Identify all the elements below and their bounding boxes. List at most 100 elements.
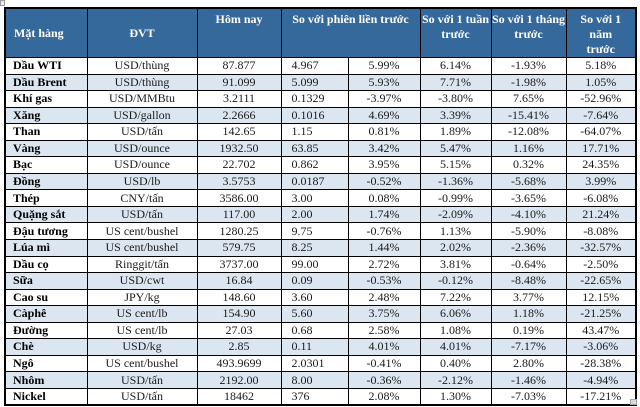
cell-month: 7.65% — [490, 90, 567, 108]
cell-change_pct: 3.42% — [347, 139, 421, 158]
cell-month: -15.41% — [490, 106, 567, 125]
cell-year: 21.24% — [565, 205, 637, 224]
header-unit: ĐVT — [86, 7, 198, 58]
cell-change: 3.60 — [280, 288, 349, 307]
cell-unit: USD/lb — [86, 172, 198, 191]
cell-change_pct: -0.36% — [347, 371, 421, 389]
cell-item: Dầu WTI — [4, 57, 88, 75]
cell-unit: USD/tấn — [86, 205, 198, 224]
cell-today: 3586.00 — [196, 189, 282, 207]
cell-change: 9.75 — [280, 222, 349, 241]
cell-unit: USD/cwt — [86, 272, 198, 290]
cell-year: 17.71% — [565, 139, 637, 158]
cell-today: 2192.00 — [196, 371, 282, 389]
cell-change_pct: 2.48% — [347, 288, 421, 307]
cell-month: -0.64% — [490, 255, 567, 274]
cell-item: Đường — [4, 321, 88, 340]
cell-year: -28.38% — [565, 354, 637, 373]
cell-unit: USD/tấn — [86, 123, 198, 141]
cell-today: 27.03 — [196, 321, 282, 340]
header-month: So với 1 tháng trước — [490, 7, 567, 58]
cell-change: 0.1016 — [280, 106, 349, 125]
table-row: Xăng USD/gallon 2.2666 0.1016 4.69% 3.39% -15.… — [4, 106, 637, 125]
cell-week: -2.12% — [419, 371, 492, 389]
cell-item: Sữa — [4, 272, 88, 290]
cell-today: 91.099 — [196, 73, 282, 92]
cell-change: 8.00 — [280, 371, 349, 389]
header-year: So với 1 năm trước — [565, 7, 637, 58]
cell-week: 2.02% — [419, 239, 492, 257]
cell-week: -0.99% — [419, 189, 492, 207]
cell-today: 3.5753 — [196, 172, 282, 191]
cell-today: 148.60 — [196, 288, 282, 307]
cell-month: 3.77% — [490, 288, 567, 307]
cell-change: 5.60 — [280, 305, 349, 323]
cell-today: 18462 — [196, 387, 282, 406]
cell-change_pct: 4.69% — [347, 106, 421, 125]
cell-change_pct: 4.01% — [347, 338, 421, 356]
cell-year: -6.08% — [565, 189, 637, 207]
cell-change: 4.967 — [280, 57, 349, 75]
cell-year: -8.08% — [565, 222, 637, 241]
cell-week: 7.22% — [419, 288, 492, 307]
cell-today: 579.75 — [196, 239, 282, 257]
table-row: Nickel USD/tấn 18462 376 2.08% 1.30% -7.03% -17… — [4, 387, 637, 406]
cell-unit: USD/thùng — [86, 57, 198, 75]
cell-today: 87.877 — [196, 57, 282, 75]
cell-month: -4.10% — [490, 205, 567, 224]
cell-month: -1.98% — [490, 73, 567, 92]
cell-change: 1.15 — [280, 123, 349, 141]
cell-today: 3737.00 — [196, 255, 282, 274]
cell-year: -22.65% — [565, 272, 637, 290]
table-body: Dầu WTI USD/thùng 87.877 4.967 5.99% 6.14% -1.… — [4, 57, 637, 406]
cell-week: -0.12% — [419, 272, 492, 290]
cell-year: -32.57% — [565, 239, 637, 257]
cell-year: 5.18% — [565, 57, 637, 75]
header-prev-session: So với phiên liền trước — [280, 7, 421, 58]
cell-month: -12.08% — [490, 123, 567, 141]
cell-unit: USD/thùng — [86, 73, 198, 92]
cell-unit: USD/MMBtu — [86, 90, 198, 108]
cell-today: 154.90 — [196, 305, 282, 323]
table-row: Quặng sắt USD/tấn 117.00 2.00 1.74% -2.09% -4.… — [4, 205, 637, 224]
cell-unit: USD/ounce — [86, 156, 198, 174]
cell-week: 6.14% — [419, 57, 492, 75]
cell-unit: CNY/tấn — [86, 189, 198, 207]
table-row: Đồng USD/lb 3.5753 0.0187 -0.52% -1.36% -5.68%… — [4, 172, 637, 191]
cell-week: 0.40% — [419, 354, 492, 373]
cell-item: Than — [4, 123, 88, 141]
cell-item: Chè — [4, 338, 88, 356]
cell-month: -8.48% — [490, 272, 567, 290]
table-resize-handle[interactable] — [630, 399, 637, 405]
cell-week: -2.09% — [419, 205, 492, 224]
header-week: So với 1 tuần trước — [419, 7, 492, 58]
cell-week: 6.06% — [419, 305, 492, 323]
cell-change_pct: 1.74% — [347, 205, 421, 224]
cell-unit: JPY/kg — [86, 288, 198, 307]
cell-change_pct: 3.95% — [347, 156, 421, 174]
cell-unit: US cent/bushel — [86, 222, 198, 241]
table-row: Chè USD/kg 2.85 0.11 4.01% 4.01% -7.17% -3.06% — [4, 338, 637, 356]
cell-today: 3.2111 — [196, 90, 282, 108]
cell-change: 2.00 — [280, 205, 349, 224]
header-year-label: So với 1 năm trước — [580, 12, 622, 56]
cell-change_pct: -0.52% — [347, 172, 421, 191]
table-row: Ngô US cent/bushel 493.9699 2.0301 -0.41% 0.4… — [4, 354, 637, 373]
cell-change_pct: 2.08% — [347, 387, 421, 406]
cell-change: 0.68 — [280, 321, 349, 340]
table-row: Vàng USD/ounce 1932.50 63.85 3.42% 5.47% 1.16%… — [4, 139, 637, 158]
table-row: Khí gas USD/MMBtu 3.2111 0.1329 -3.97% -3.80%… — [4, 90, 637, 108]
cell-week: 4.01% — [419, 338, 492, 356]
cell-item: Dầu cọ — [4, 255, 88, 274]
table-move-handle[interactable] — [0, 0, 5, 6]
cell-change_pct: 5.99% — [347, 57, 421, 75]
cell-change: 99.00 — [280, 255, 349, 274]
cell-item: Thép — [4, 189, 88, 207]
cell-today: 2.85 — [196, 338, 282, 356]
table-row: Đậu tương US cent/bushel 1280.25 9.75 -0.76%… — [4, 222, 637, 241]
cell-month: -5.68% — [490, 172, 567, 191]
table-row: Cao su JPY/kg 148.60 3.60 2.48% 7.22% 3.77% 12.… — [4, 288, 637, 307]
cell-today: 16.84 — [196, 272, 282, 290]
cell-change: 3.00 — [280, 189, 349, 207]
